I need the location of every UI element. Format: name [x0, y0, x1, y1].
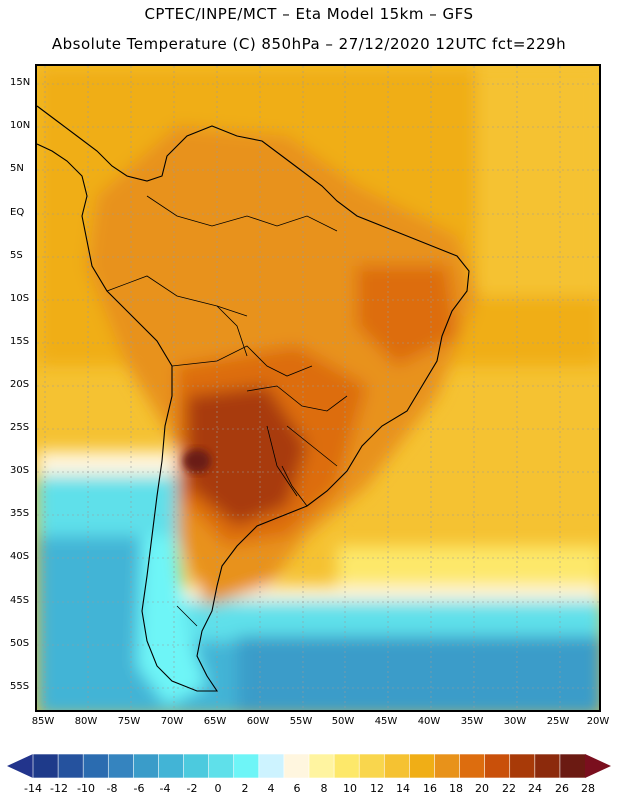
colorbar-label: 8 — [320, 782, 328, 795]
colorbar-label: 22 — [502, 782, 516, 795]
colorbar-box — [333, 753, 360, 779]
temperature-map — [37, 66, 599, 710]
lat-label-25s: 25S — [10, 422, 30, 433]
lon-label-80w: 80W — [74, 716, 98, 727]
colorbar-box — [484, 753, 511, 779]
lat-label-45s: 45S — [10, 595, 30, 606]
lon-label-25w: 25W — [546, 716, 570, 727]
lat-label-20s: 20S — [10, 379, 30, 390]
lat-label-35s: 35S — [10, 508, 30, 519]
lat-label-40s: 40S — [10, 551, 30, 562]
colorbar-box — [158, 753, 185, 779]
graticule — [37, 66, 599, 710]
colorbar-label: 20 — [475, 782, 489, 795]
colorbar-label: 24 — [528, 782, 542, 795]
country-borders — [106, 195, 348, 627]
lat-label-eq: EQ — [10, 207, 25, 218]
colorbar-box — [509, 753, 536, 779]
colorbar-label: 28 — [581, 782, 595, 795]
lon-label-40w: 40W — [417, 716, 441, 727]
colorbar-label: -4 — [159, 782, 171, 795]
lon-label-35w: 35W — [460, 716, 484, 727]
colorbar-box — [208, 753, 235, 779]
colorbar-label: -8 — [106, 782, 118, 795]
lon-label-55w: 55W — [289, 716, 313, 727]
lon-label-50w: 50W — [331, 716, 355, 727]
colorbar-label: 6 — [293, 782, 301, 795]
colorbar-box — [409, 753, 436, 779]
lon-label-70w: 70W — [160, 716, 184, 727]
colorbar-box — [358, 753, 385, 779]
colorbar-box — [258, 753, 285, 779]
lat-label-10n: 10N — [10, 120, 31, 131]
colorbar-label: -2 — [186, 782, 198, 795]
colorbar-box — [133, 753, 160, 779]
colorbar-box — [233, 753, 260, 779]
lat-label-10s: 10S — [10, 293, 30, 304]
lat-label-30s: 30S — [10, 465, 30, 476]
lon-label-60w: 60W — [246, 716, 270, 727]
colorbar-label: 12 — [370, 782, 384, 795]
colorbar-box — [82, 753, 109, 779]
colorbar-label: -12 — [50, 782, 68, 795]
colorbar-label: 10 — [343, 782, 357, 795]
colorbar-label: 26 — [555, 782, 569, 795]
colorbar-label: 4 — [267, 782, 275, 795]
colorbar-over-arrow — [585, 754, 611, 778]
colorbar-label: -6 — [133, 782, 145, 795]
colorbar-box — [434, 753, 461, 779]
colorbar-box — [559, 753, 586, 779]
colorbar-box — [459, 753, 486, 779]
colorbar-box — [383, 753, 410, 779]
lat-label-55s: 55S — [10, 681, 30, 692]
lat-label-5s: 5S — [10, 250, 23, 261]
colorbar-label: -14 — [24, 782, 42, 795]
colorbar-box — [308, 753, 335, 779]
colorbar-label: 18 — [449, 782, 463, 795]
colorbar-under-arrow — [7, 754, 33, 778]
colorbar-box — [283, 753, 310, 779]
colorbar-box — [534, 753, 561, 779]
lon-label-75w: 75W — [117, 716, 141, 727]
colorbar — [7, 753, 611, 779]
colorbar-box — [107, 753, 134, 779]
colorbar-box — [57, 753, 84, 779]
lat-label-15n: 15N — [10, 77, 31, 88]
lat-label-15s: 15S — [10, 336, 30, 347]
lon-label-85w: 85W — [31, 716, 55, 727]
colorbar-label: -10 — [77, 782, 95, 795]
hot-spot — [183, 449, 211, 473]
lon-label-30w: 30W — [503, 716, 527, 727]
colorbar-label: 0 — [214, 782, 222, 795]
lat-label-50s: 50S — [10, 638, 30, 649]
title-line-2: Absolute Temperature (C) 850hPa – 27/12/… — [51, 35, 567, 53]
title-line-1: CPTEC/INPE/MCT – Eta Model 15km – GFS — [144, 5, 474, 23]
temperature-field — [37, 66, 599, 710]
lon-label-45w: 45W — [374, 716, 398, 727]
colorbar-boxes — [32, 753, 586, 779]
lat-label-5n: 5N — [10, 163, 24, 174]
colorbar-box — [32, 753, 59, 779]
colorbar-box — [183, 753, 210, 779]
colorbar-label: 14 — [396, 782, 410, 795]
map-panel — [35, 64, 601, 712]
colorbar-label: 2 — [241, 782, 249, 795]
lon-label-65w: 65W — [203, 716, 227, 727]
lon-label-20w: 20W — [586, 716, 610, 727]
colorbar-label: 16 — [423, 782, 437, 795]
